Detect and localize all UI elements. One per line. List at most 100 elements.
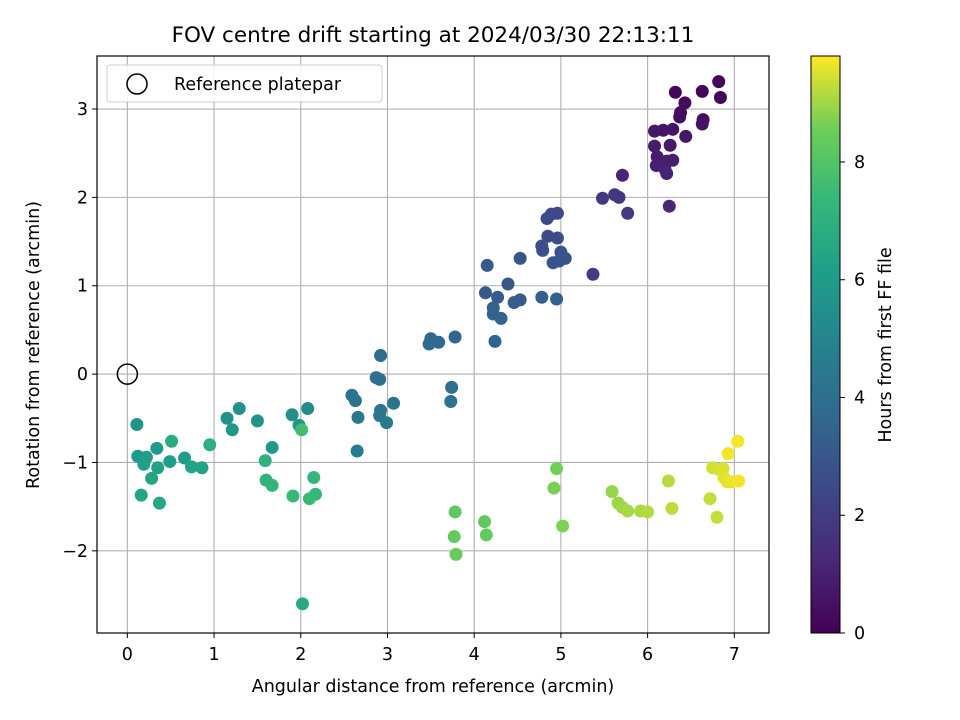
colorbar-ticks: 0 2 4 6 8 [840,153,865,644]
y-tick-label: −2 [62,542,88,562]
x-tick-label: 5 [555,645,566,665]
data-point [307,470,321,484]
data-point [380,416,394,430]
x-tick-label: 7 [729,645,740,665]
data-point [150,441,164,455]
data-point [137,457,151,471]
data-point [556,519,570,533]
legend-reference-marker [126,73,148,95]
data-point [731,434,745,448]
data-point [721,447,735,461]
data-point [145,471,159,485]
data-points [130,75,746,611]
data-point [648,124,662,138]
data-point [612,190,626,204]
data-point [265,478,279,492]
data-point [488,334,502,348]
colorbar-tick-label: 4 [854,388,865,408]
data-point [348,394,362,408]
data-point [449,547,463,561]
colorbar-tick-label: 6 [854,271,865,291]
grid-lines [97,56,769,633]
data-point [661,474,675,488]
data-point [662,199,676,213]
colorbar-label: Hours from first FF file [876,247,896,442]
data-point [663,138,677,152]
plot-frame [96,55,770,634]
data-point [695,117,709,131]
data-point [550,462,564,476]
data-point [596,191,610,205]
data-point [350,444,364,458]
colorbar: 0 2 4 6 8 Hours from first FF file [810,55,896,644]
data-point [220,411,234,425]
data-point [448,505,462,519]
data-point [178,451,192,465]
data-point [710,510,724,524]
data-point [373,372,387,386]
legend-box [106,64,383,103]
data-point [605,485,619,499]
x-axis-label: Angular distance from reference (arcmin) [252,677,615,697]
data-point [250,414,264,428]
data-point [695,84,709,98]
data-point [494,311,508,325]
data-point [621,206,635,220]
x-tick-label: 3 [382,645,393,665]
data-point [547,481,561,495]
colorbar-gradient [810,55,841,634]
data-point [679,129,693,143]
data-point [732,474,746,488]
data-point [422,337,436,351]
data-point [536,243,550,257]
data-point [225,423,239,437]
y-axis-label: Rotation from reference (arcmin) [24,201,44,489]
colorbar-tick-label: 2 [854,506,865,526]
x-tick-label: 1 [208,645,219,665]
data-point [668,85,682,99]
y-tick-label: 1 [77,277,88,297]
data-point [479,528,493,542]
colorbar-tick-label: 0 [854,624,865,644]
x-tick-label: 6 [642,645,653,665]
data-point [641,505,655,519]
data-point [258,454,272,468]
x-tick-label: 0 [122,645,133,665]
x-tick-label: 2 [295,645,306,665]
data-point [666,122,680,136]
data-point [444,394,458,408]
data-point [286,489,300,503]
data-point [203,438,217,452]
data-point [660,167,674,181]
data-point [295,423,309,437]
data-point [480,258,494,272]
data-point [374,349,388,363]
data-point [535,290,549,304]
data-point [550,231,564,245]
data-point [665,501,679,515]
data-point [586,267,600,281]
data-point [152,496,166,510]
data-point [712,75,726,89]
data-point [678,96,692,110]
legend: Reference platepar [106,64,383,103]
colorbar-tick-label: 8 [854,153,865,173]
data-point [621,504,635,518]
data-point [296,597,310,611]
data-point [301,402,315,416]
data-point [550,292,564,306]
x-axis-ticks: 0 1 2 3 4 5 6 7 [122,633,740,665]
data-point [673,110,687,124]
data-point [478,286,492,300]
data-point [546,256,560,270]
data-point [448,330,462,344]
data-point [130,417,144,431]
data-point [507,296,521,310]
data-point [540,212,554,226]
data-point [265,440,279,454]
data-point [285,408,299,422]
data-point [387,396,401,410]
data-point [165,434,179,448]
data-point [513,251,527,265]
